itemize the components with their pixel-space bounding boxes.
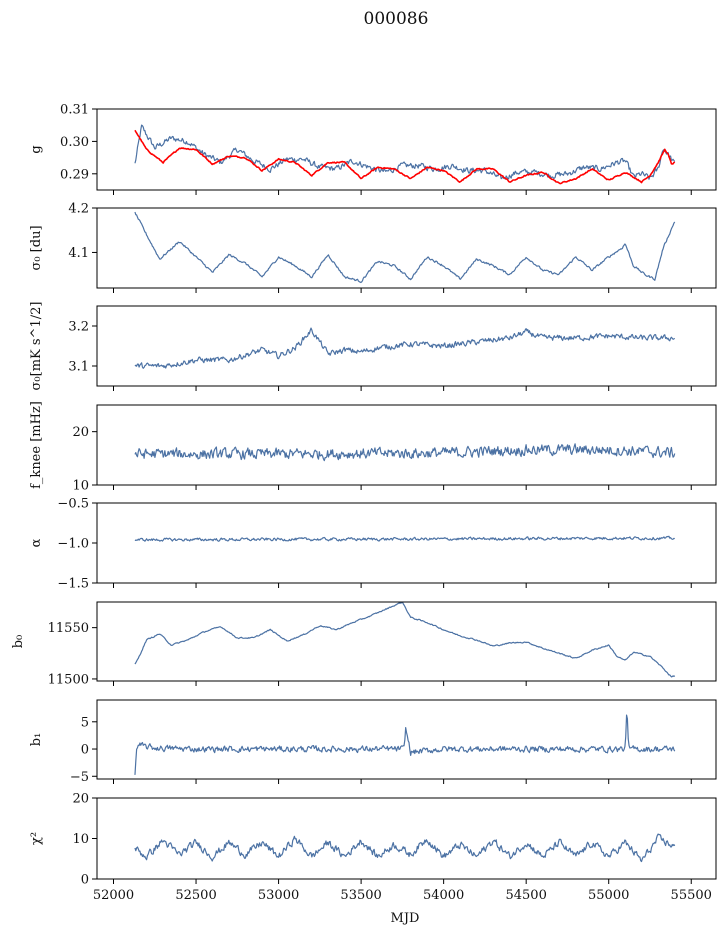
y-tick-label: −1.0 <box>57 537 89 552</box>
axes-frame <box>96 502 717 584</box>
subplot-chi2: 0 10 20 52000 52500 53000 53500 54000 54500 55000… <box>29 792 717 903</box>
y-tick-label: 0 <box>81 873 89 888</box>
y-axis-label: χ² <box>29 832 44 845</box>
series-data-line <box>134 714 676 775</box>
y-tick-label: 3.1 <box>68 360 89 375</box>
axes-frame <box>96 699 717 780</box>
series-data-line <box>134 327 676 369</box>
subplot-b1: −5 0 5 b₁ <box>29 699 717 785</box>
axes-frame <box>96 601 717 682</box>
axes-frame <box>96 305 717 387</box>
x-tick-label: 53000 <box>258 888 299 903</box>
subplot-sigma0-du: 4.1 4.2 σ₀ [du] <box>29 202 717 293</box>
series-group <box>134 211 676 284</box>
series-group <box>134 124 676 185</box>
y-axis-label: σ₀ [du] <box>29 225 44 270</box>
y-tick-label: 4.2 <box>68 202 89 217</box>
y-tick-label: 0.29 <box>60 167 89 182</box>
y-tick-label: −1.5 <box>57 577 89 592</box>
subplot-g: 0.29 0.30 0.31 g <box>29 103 717 195</box>
series-data-line <box>134 535 675 542</box>
y-tick-label: 20 <box>72 792 89 807</box>
series-data-line <box>134 443 676 462</box>
series-group <box>134 443 676 462</box>
x-tick-label: 53500 <box>340 888 381 903</box>
y-axis-label: α <box>29 538 44 547</box>
y-tick-label: 0 <box>81 743 89 758</box>
subplot-fknee: 10 20 f_knee [mHz] <box>29 401 717 494</box>
series-group <box>134 535 675 542</box>
y-tick-label: 0.31 <box>60 103 89 118</box>
y-tick-label: 11500 <box>48 672 89 687</box>
y-tick-label: 11550 <box>48 621 89 636</box>
series-data-line <box>134 602 676 678</box>
axes-frame <box>96 108 717 191</box>
y-axis-label: f_knee [mHz] <box>29 401 44 489</box>
x-tick-label: 52500 <box>175 888 216 903</box>
y-axis-label: b₀ <box>11 635 26 649</box>
y-tick-label: 3.2 <box>68 320 89 335</box>
x-tick-label: 55000 <box>588 888 629 903</box>
x-axis-label: MJD <box>391 911 420 926</box>
series-group <box>134 833 676 863</box>
series-group <box>134 714 676 775</box>
y-tick-label: −5 <box>70 770 89 785</box>
axes-frame <box>96 797 717 880</box>
y-axis-label: b₁ <box>29 733 44 747</box>
axes-frame <box>96 207 717 289</box>
subplot-b0: 11500 11550 b₀ <box>11 601 717 687</box>
axes-frame <box>96 404 717 486</box>
x-tick-label: 52000 <box>93 888 134 903</box>
series-group <box>134 327 676 369</box>
figure-title: 000086 <box>364 9 429 29</box>
y-tick-label: 20 <box>72 425 89 440</box>
series-data-line <box>134 124 676 180</box>
panels: 0.29 0.30 0.31 g 4.1 4.2 σ₀ [du] 3.1 3.2 σ₀[mK s^… <box>11 103 717 903</box>
y-tick-label: 10 <box>72 479 89 494</box>
y-tick-label: 5 <box>81 715 89 730</box>
y-tick-label: −0.5 <box>57 497 89 512</box>
subplot-sigma0-mk: 3.1 3.2 σ₀[mK s^1/2] <box>29 302 717 391</box>
y-axis-label: g <box>29 145 44 153</box>
y-tick-label: 0.30 <box>60 135 89 150</box>
x-tick-label: 55500 <box>671 888 712 903</box>
subplot-alpha: −1.5 −1.0 −0.5 α <box>29 497 717 592</box>
x-tick-label: 54500 <box>505 888 546 903</box>
x-tick-label: 54000 <box>423 888 464 903</box>
y-axis-label: σ₀[mK s^1/2] <box>29 302 44 391</box>
series-model-line <box>134 129 676 185</box>
y-tick-label: 4.1 <box>68 246 89 261</box>
series-data-line <box>134 211 676 284</box>
series-data-line <box>134 833 676 863</box>
series-group <box>134 602 676 678</box>
y-tick-label: 10 <box>72 832 89 847</box>
